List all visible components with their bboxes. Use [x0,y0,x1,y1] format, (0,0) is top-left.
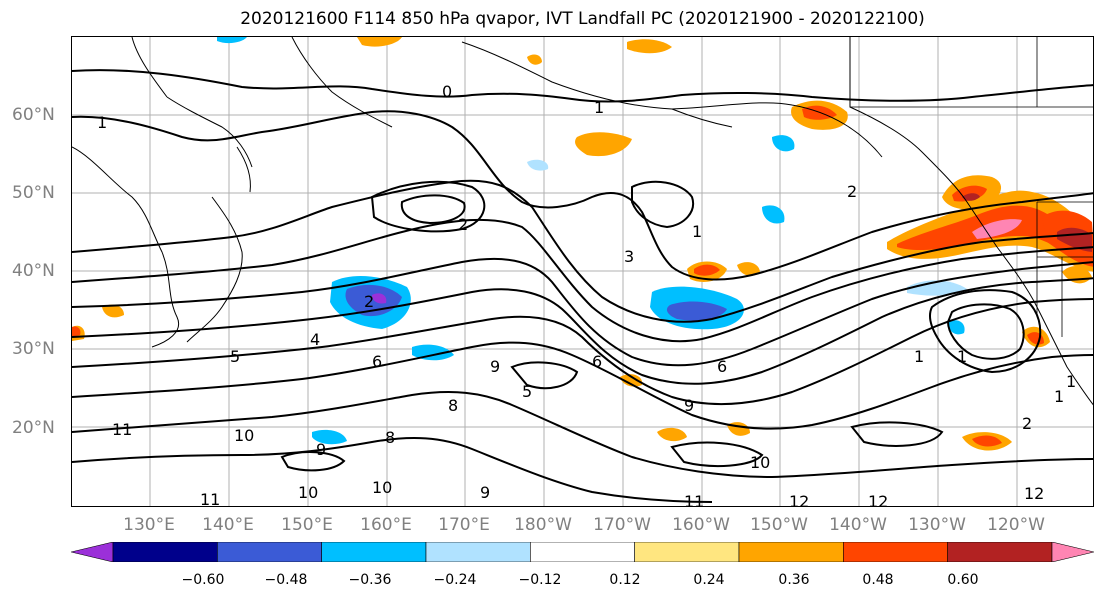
map-title: 2020121600 F114 850 hPa qvapor, IVT Land… [240,9,925,29]
colorbar-segment [947,542,1053,562]
contour-label: 1 [692,222,702,241]
contour-label: 8 [385,428,395,447]
contour-label: 2 [458,215,468,234]
contour-label: 1 [1066,372,1076,391]
colorbar-extend-low [71,542,114,562]
contour-label: 10 [234,426,254,445]
colorbar-tick-label: 0.24 [693,572,725,588]
colorbar-tick-label: −0.36 [348,572,392,588]
colorbar-segment [321,542,427,562]
contour-label: 12 [868,492,888,507]
colorbar-extend-high [1051,542,1094,562]
contour-label: 11 [684,492,704,507]
contour-label: 9 [480,483,490,502]
contour-label: 9 [490,357,500,376]
colorbar-segment [217,542,322,562]
contour-label: 11 [200,490,220,507]
contour-lines [72,69,1093,503]
contour-label: 9 [316,440,326,459]
lon-label-140w: 140°W [829,515,887,535]
colorbar-tick-label: −0.24 [433,572,477,588]
coastlines [72,37,1093,406]
contour-label: 0 [442,82,452,101]
colorbar-segment [634,542,740,562]
lat-label-60n: 60°N [12,105,55,125]
colorbar-segment [425,542,531,562]
colorbar-tick-label: −0.48 [264,572,308,588]
contour-label: 1 [914,347,924,366]
contour-label: 1 [1054,387,1064,406]
lat-label-30n: 30°N [12,339,55,359]
lon-label-170w: 170°W [593,515,651,535]
lat-label-50n: 50°N [12,183,55,203]
contour-label: 11 [112,420,132,439]
contour-label-group: 0 1 1 1 2 2 2 1 3 4 5 6 6 6 9 8 5 9 11 1… [97,82,1076,507]
lon-label-160w: 160°W [672,515,730,535]
colorbar-tick-label: −0.12 [518,572,562,588]
colorbar-tick-label: 0.60 [947,572,979,588]
map-panel: 0 1 1 1 2 2 2 1 3 4 5 6 6 6 9 8 5 9 11 1… [71,36,1094,507]
lat-label-20n: 20°N [12,418,55,438]
lon-label-130e: 130°E [123,515,175,535]
contour-label: 6 [372,352,382,371]
contour-label: 5 [230,347,240,366]
colorbar-tick-label: 0.36 [778,572,810,588]
contour-label: 3 [624,247,634,266]
contour-label: 10 [298,483,318,502]
qvapor-anomaly-fill [72,37,1093,451]
contour-label: 10 [372,478,392,497]
lon-label-150e: 150°E [281,515,333,535]
contour-label: 2 [364,292,374,311]
colorbar-segment [843,542,948,562]
lon-label-150w: 150°W [750,515,808,535]
contour-label: 1 [97,113,107,132]
colorbar-segment [112,542,218,562]
colorbar-tick-label: 0.12 [609,572,641,588]
colorbar-segment [530,542,635,562]
lon-label-140e: 140°E [202,515,254,535]
contour-label: 10 [750,453,770,472]
contour-label: 9 [684,396,694,415]
contour-label: 12 [1024,484,1044,503]
contour-label: 8 [448,396,458,415]
contour-label: 6 [717,357,727,376]
contour-label: 6 [592,352,602,371]
lon-label-170e: 170°E [438,515,490,535]
colorbar-tick-label: −0.60 [181,572,225,588]
contour-label: 2 [847,182,857,201]
political-boundaries [849,37,1093,337]
contour-label: 1 [957,347,967,366]
colorbar-segment [738,542,844,562]
contour-label: 1 [594,98,604,117]
lon-label-160e: 160°E [360,515,412,535]
map-canvas: 0 1 1 1 2 2 2 1 3 4 5 6 6 6 9 8 5 9 11 1… [72,37,1093,507]
colorbar [71,542,1094,562]
colorbar-tick-label: 0.48 [862,572,894,588]
contour-label: 4 [310,330,320,349]
lon-label-180w: 180°W [514,515,572,535]
contour-label: 12 [789,492,809,507]
contour-label: 5 [522,382,532,401]
lon-label-130w: 130°W [908,515,966,535]
contour-label: 2 [1022,414,1032,433]
lat-label-40n: 40°N [12,261,55,281]
lon-label-120w: 120°W [987,515,1045,535]
